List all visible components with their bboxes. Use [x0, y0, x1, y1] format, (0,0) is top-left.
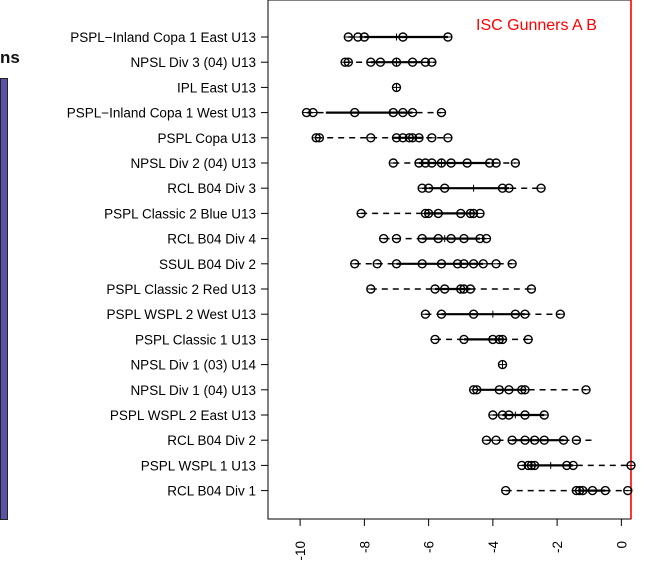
row-18 [517, 460, 636, 471]
row-17 [481, 435, 593, 445]
row-10 [350, 259, 517, 269]
side-panel-title-fragment: ns [0, 48, 20, 67]
y-tick-label: PSPL WSPL 1 U13 [141, 458, 256, 473]
rows-layer [301, 32, 636, 496]
row-19 [501, 485, 633, 496]
row-7 [417, 183, 546, 193]
x-tick-label: -8 [357, 541, 372, 553]
row-12 [420, 309, 566, 319]
y-tick-label: IPL East U13 [177, 80, 256, 95]
plot-frame [267, 0, 632, 520]
x-tick-label: -6 [422, 541, 437, 553]
plot-area: ISC Gunners A B [267, 0, 632, 520]
y-tick-label: PSPL Copa U13 [157, 131, 256, 146]
y-tick-label: RCL B04 Div 2 [167, 433, 256, 448]
x-tick-label: -2 [550, 541, 565, 553]
y-tick-label: PSPL Classic 2 Blue U13 [104, 206, 256, 221]
y-tick-label: PSPL−Inland Copa 1 East U13 [70, 30, 256, 45]
row-2 [340, 57, 437, 67]
y-tick-label: PSPL Classic 2 Red U13 [106, 282, 256, 297]
row-1 [343, 32, 453, 42]
row-3 [391, 82, 402, 93]
row-9 [378, 233, 492, 244]
y-tick-label: PSPL WSPL 2 West U13 [106, 307, 256, 322]
y-tick-label: PSPL Classic 1 U13 [135, 332, 256, 347]
y-tick-label: RCL B04 Div 1 [167, 484, 256, 499]
side-panel-edge [0, 78, 8, 520]
y-tick-label: SSUL B04 Div 2 [159, 257, 256, 272]
reference-line-label: ISC Gunners A B [476, 17, 597, 34]
axes-layer: PSPL−Inland Copa 1 East U13 NPSL Div 3 (0… [67, 30, 630, 561]
x-tick-label: 0 [614, 541, 629, 549]
y-tick-label: NPSL Div 1 (04) U13 [130, 383, 256, 398]
x-tick-label: -10 [293, 541, 308, 561]
y-tick-label: NPSL Div 1 (03) U14 [130, 358, 256, 373]
y-tick-label: PSPL WSPL 2 East U13 [110, 408, 256, 423]
y-tick-label: NPSL Div 2 (04) U13 [130, 156, 256, 171]
row-4 [301, 107, 447, 118]
y-tick-label: PSPL−Inland Copa 1 West U13 [67, 106, 256, 121]
y-tick-label: RCL B04 Div 4 [167, 232, 256, 247]
y-tick-label: NPSL Div 3 (04) U13 [130, 55, 256, 70]
row-8 [356, 208, 485, 219]
row-6 [388, 158, 521, 168]
row-14 [497, 359, 508, 370]
row-15 [468, 385, 591, 395]
y-tick-label: RCL B04 Div 3 [167, 181, 256, 196]
row-11 [366, 284, 537, 294]
row-5 [311, 133, 453, 143]
row-16 [488, 410, 549, 420]
x-tick-label: -4 [486, 541, 501, 553]
row-13 [430, 334, 533, 345]
